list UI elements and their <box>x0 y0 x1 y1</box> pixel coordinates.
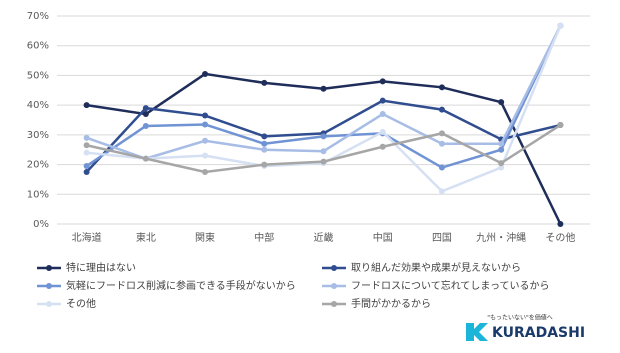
point <box>83 163 90 170</box>
point <box>83 134 90 141</box>
y-tick-label: 50% <box>27 70 49 81</box>
y-tick-label: 20% <box>27 160 49 171</box>
point <box>202 169 209 175</box>
point <box>142 122 149 129</box>
point <box>438 106 445 113</box>
y-tick-label: 0% <box>33 219 49 230</box>
point <box>557 122 564 129</box>
point <box>498 99 505 106</box>
logo-name: KURADASHI <box>492 325 585 341</box>
point <box>83 149 90 156</box>
point <box>438 164 445 171</box>
point <box>261 133 268 140</box>
point <box>261 79 268 86</box>
point <box>498 160 505 167</box>
x-tick-label: 四国 <box>432 232 452 244</box>
point <box>142 155 149 162</box>
x-tick-label: 東北 <box>136 231 156 244</box>
x-tick-label: 九州・沖縄 <box>476 231 526 244</box>
point <box>202 70 209 77</box>
x-tick-label: 北海道 <box>72 231 102 244</box>
legend-label: 特に理由はない <box>66 261 136 274</box>
legend-marker <box>331 283 337 289</box>
point <box>83 102 90 109</box>
logo-tagline: "もったいない"を価値へ <box>487 314 553 322</box>
point <box>320 158 327 165</box>
point <box>438 84 445 91</box>
legend-marker <box>46 301 52 307</box>
point <box>557 22 564 29</box>
point <box>498 164 505 171</box>
point <box>379 97 386 104</box>
point <box>379 78 386 85</box>
legend-marker <box>46 265 52 271</box>
y-tick-label: 30% <box>27 130 49 141</box>
point <box>320 148 327 155</box>
legend-label: 気軽にフードロス削減に参画できる手段がないから <box>66 279 296 292</box>
x-tick-label: その他 <box>545 231 575 244</box>
y-tick-label: 70% <box>27 11 49 22</box>
point <box>379 143 386 150</box>
point <box>557 221 564 227</box>
legend-marker <box>46 283 52 289</box>
x-tick-label: 近畿 <box>314 231 334 244</box>
legend-label: 取り組んだ効果や成果が見えないから <box>351 261 521 274</box>
point <box>261 140 268 147</box>
point <box>202 137 209 144</box>
x-tick-label: 中部 <box>254 231 274 244</box>
legend-marker <box>331 265 337 271</box>
point <box>438 188 445 195</box>
point <box>498 146 505 153</box>
point <box>320 133 327 140</box>
point <box>142 111 149 118</box>
point <box>438 130 445 137</box>
point <box>498 140 505 147</box>
logo-icon <box>466 323 488 341</box>
point <box>202 121 209 128</box>
legend-label: フードロスについて忘れてしまっているから <box>351 279 550 292</box>
y-tick-label: 40% <box>27 100 49 111</box>
point <box>379 111 386 118</box>
series-line <box>85 25 562 169</box>
point <box>379 128 386 135</box>
legend-marker <box>331 301 337 307</box>
point <box>320 85 327 92</box>
y-tick-label: 60% <box>27 41 49 52</box>
point <box>142 105 149 112</box>
legend-label: 手間がかかるから <box>351 297 431 310</box>
point <box>261 146 268 153</box>
y-tick-label: 10% <box>27 189 49 200</box>
point <box>261 161 268 168</box>
point <box>202 112 209 119</box>
point <box>202 152 209 159</box>
point <box>83 142 90 149</box>
x-tick-label: 関東 <box>195 231 215 244</box>
point <box>438 140 445 147</box>
point <box>83 169 90 175</box>
x-tick-label: 中国 <box>373 231 393 244</box>
legend-label: その他 <box>66 297 96 310</box>
